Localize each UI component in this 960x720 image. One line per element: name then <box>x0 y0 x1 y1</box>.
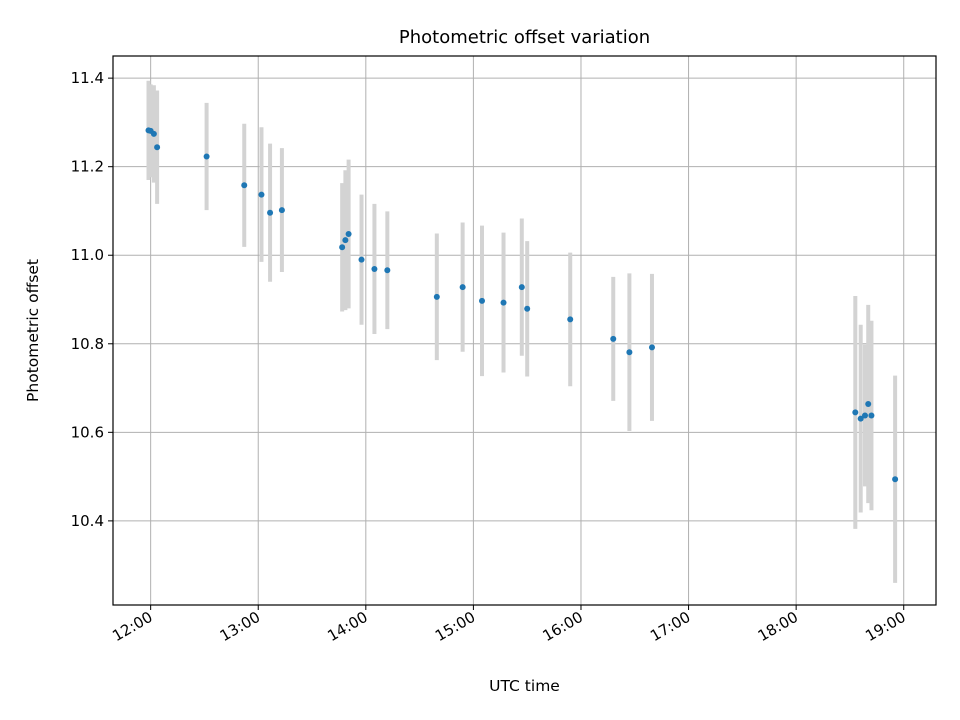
data-point <box>241 182 248 189</box>
x-axis-label: UTC time <box>489 677 560 695</box>
data-point <box>154 144 161 151</box>
y-tick-label: 10.8 <box>71 335 104 353</box>
data-point <box>852 409 859 416</box>
data-point <box>892 476 899 483</box>
data-point <box>459 284 466 291</box>
data-point <box>626 349 633 356</box>
data-point <box>358 256 365 263</box>
data-point <box>278 207 285 214</box>
y-tick-label: 10.6 <box>71 423 104 441</box>
point-layer <box>145 127 899 483</box>
data-point <box>342 237 349 244</box>
y-tick-label: 10.4 <box>71 512 104 530</box>
data-point <box>567 316 574 323</box>
data-point <box>865 400 872 407</box>
data-point <box>371 265 378 272</box>
y-tick-label: 11.2 <box>71 158 104 176</box>
y-tick-label: 11.4 <box>71 69 104 87</box>
y-axis-label: Photometric offset <box>24 259 42 402</box>
data-point <box>648 344 655 351</box>
data-point <box>610 335 617 342</box>
data-point <box>861 412 868 419</box>
data-point <box>857 415 864 422</box>
data-point <box>345 230 352 237</box>
data-point <box>518 284 525 291</box>
data-point <box>500 299 507 306</box>
data-point <box>868 412 875 419</box>
data-point <box>339 244 346 251</box>
data-point <box>433 293 440 300</box>
plot-frame <box>112 55 937 606</box>
grid-layer <box>113 56 936 605</box>
data-point <box>203 153 210 160</box>
y-tick-label: 11.0 <box>71 246 104 264</box>
data-point <box>479 297 486 304</box>
data-point <box>267 209 274 216</box>
chart-title: Photometric offset variation <box>399 27 650 48</box>
data-point <box>258 191 265 198</box>
data-point <box>524 305 531 312</box>
data-point <box>150 130 157 137</box>
data-point <box>384 267 391 274</box>
